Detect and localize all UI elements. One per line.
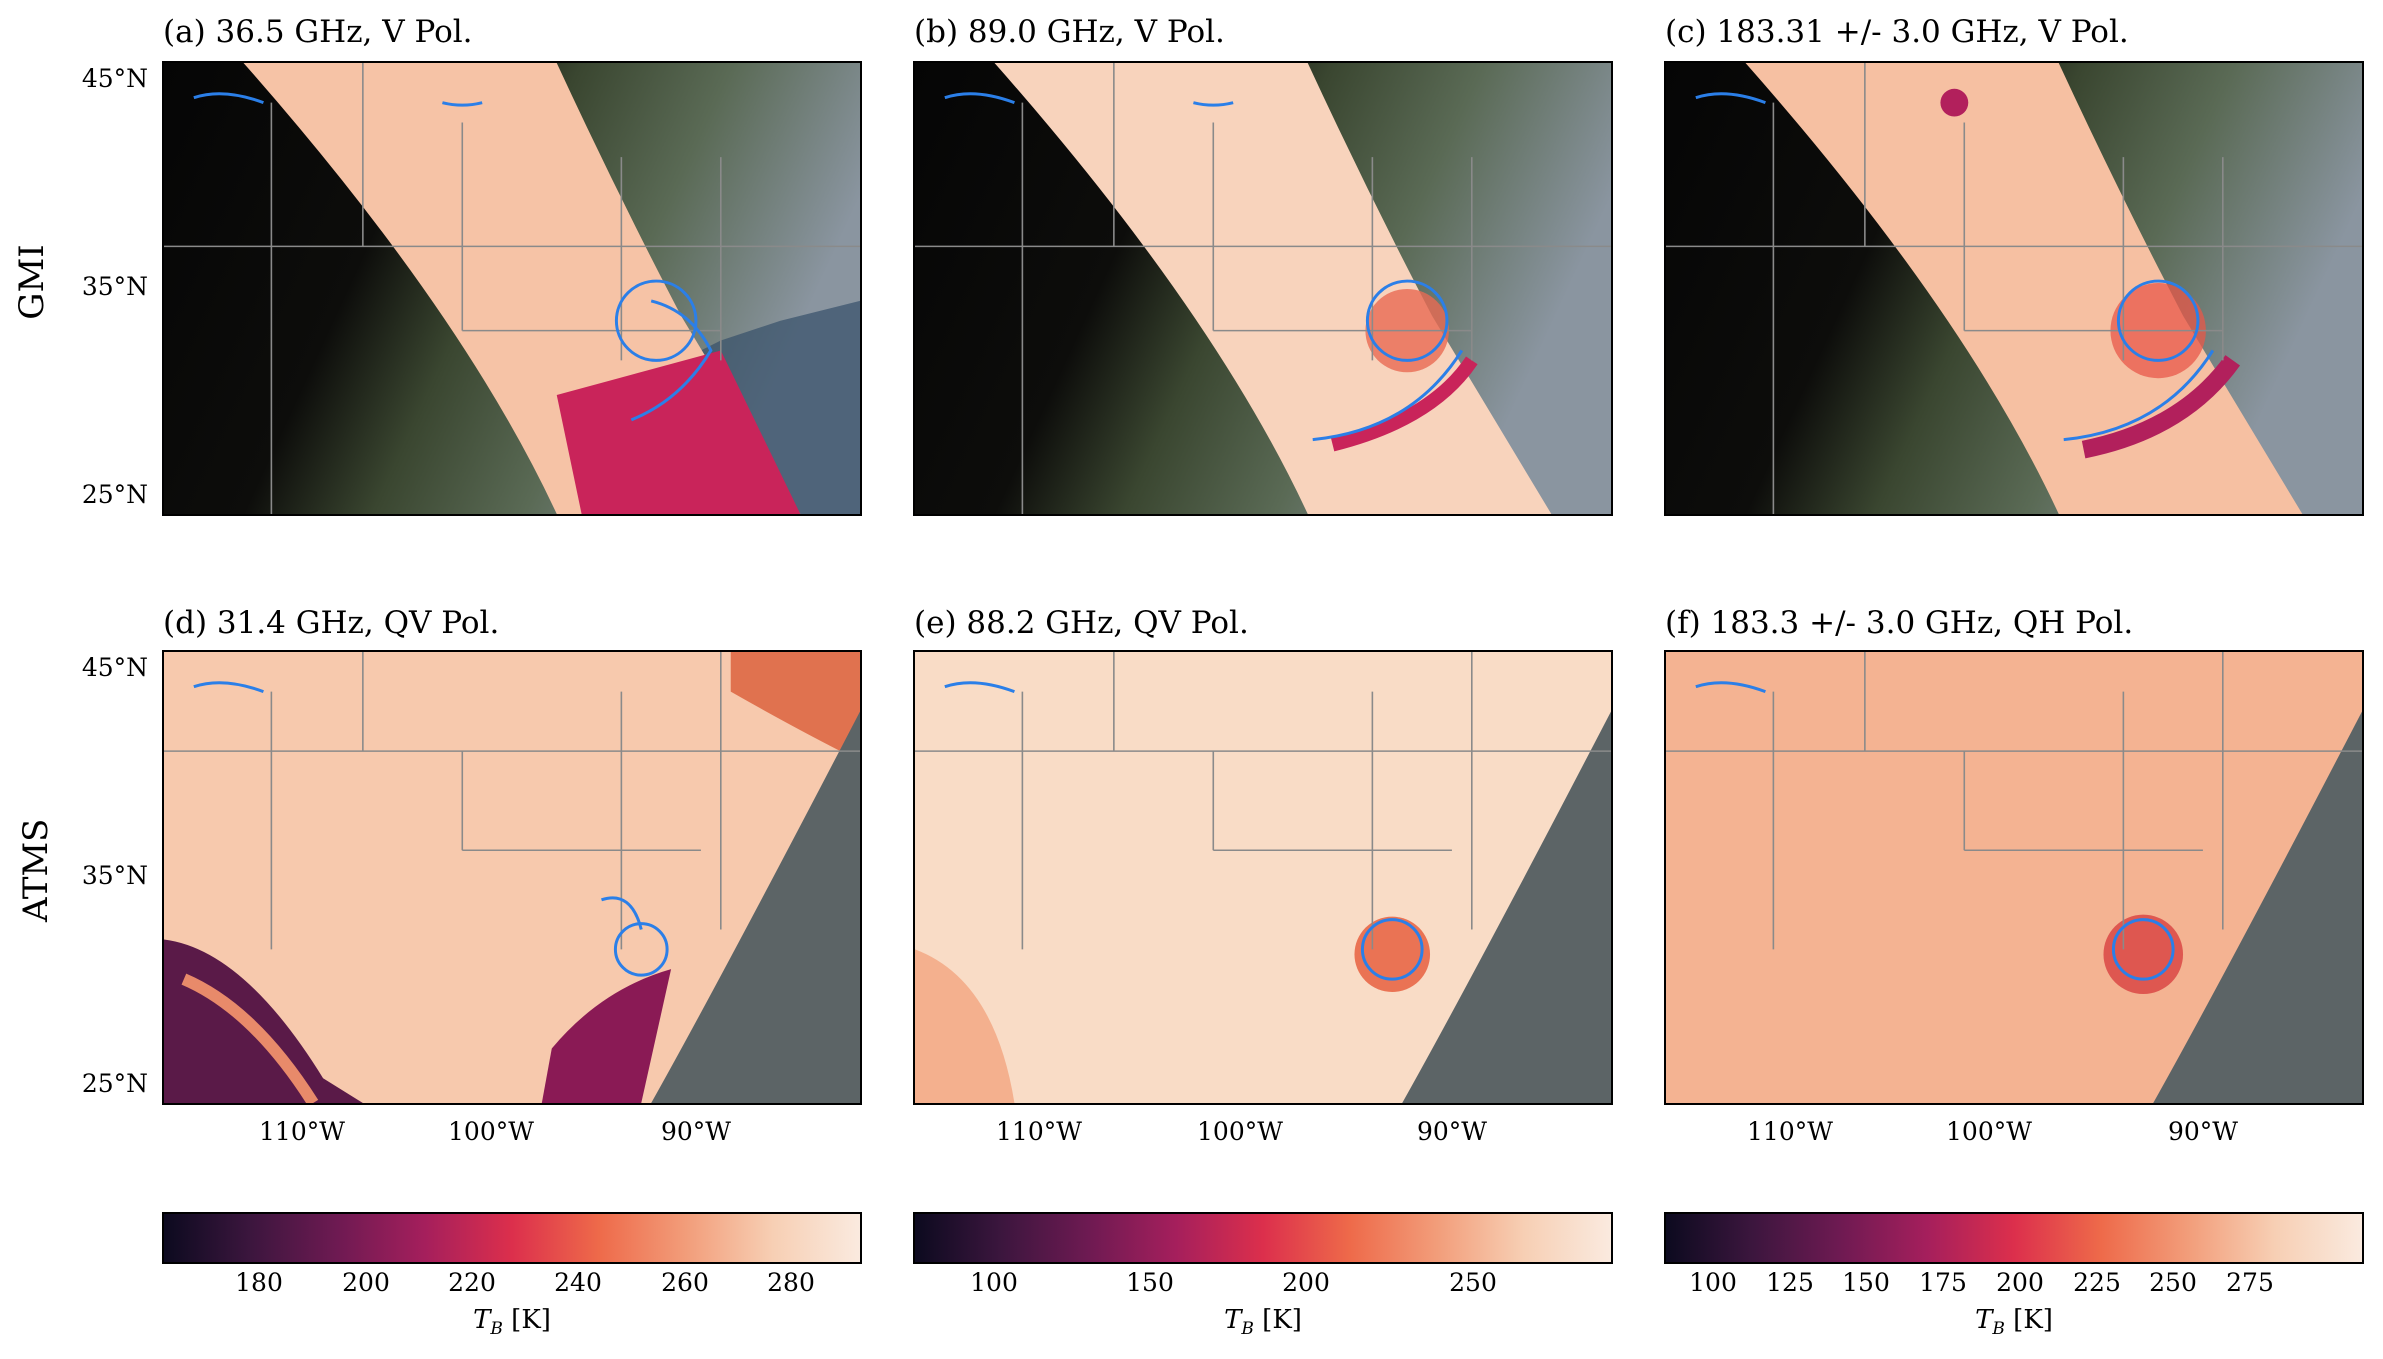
- colorbar-2-tick: 250: [1449, 1268, 1497, 1297]
- lat-label-35n-bottom: 35°N: [81, 861, 148, 890]
- colorbar-3-tick: 125: [1766, 1268, 1814, 1297]
- lat-label-25n-top: 25°N: [81, 480, 148, 509]
- colorbar-1-tick: 220: [448, 1268, 496, 1297]
- colorbar-2-tick: 200: [1282, 1268, 1330, 1297]
- panel-title-d: (d) 31.4 GHz, QV Pol.: [163, 605, 500, 641]
- colorbar-2-tick: 150: [1126, 1268, 1174, 1297]
- map-b: [915, 63, 1611, 514]
- map-panel-e: [913, 650, 1613, 1105]
- colorbar-3-tick: 150: [1842, 1268, 1890, 1297]
- panel-title-f: (f) 183.3 +/- 3.0 GHz, QH Pol.: [1665, 605, 2134, 641]
- map-f: [1666, 652, 2362, 1103]
- colorbar-1: [162, 1212, 862, 1264]
- colorbar-1-tick: 200: [342, 1268, 390, 1297]
- colorbar-3-tick: 200: [1996, 1268, 2044, 1297]
- colorbar-1-tick: 280: [767, 1268, 815, 1297]
- lat-label-25n-bottom: 25°N: [81, 1069, 148, 1098]
- lat-label-45n-top: 45°N: [81, 64, 148, 93]
- lon-label-100w-d: 100°W: [448, 1117, 534, 1146]
- panel-title-a: (a) 36.5 GHz, V Pol.: [163, 14, 473, 50]
- colorbar-1-tick: 180: [235, 1268, 283, 1297]
- map-panel-a: [162, 61, 862, 516]
- colorbar-2: [913, 1212, 1613, 1264]
- colorbar-3: [1664, 1212, 2364, 1264]
- colorbar-3-label: TB [K]: [1975, 1305, 2053, 1340]
- colorbar-3-tick: 250: [2149, 1268, 2197, 1297]
- lat-label-45n-bottom: 45°N: [81, 653, 148, 682]
- map-e: [915, 652, 1611, 1103]
- lon-label-90w-e: 90°W: [1416, 1117, 1487, 1146]
- panel-title-b: (b) 89.0 GHz, V Pol.: [914, 14, 1225, 50]
- lon-label-100w-e: 100°W: [1197, 1117, 1283, 1146]
- lon-label-110w-d: 110°W: [259, 1117, 345, 1146]
- colorbar-3-tick: 175: [1919, 1268, 1967, 1297]
- colorbar-2-label: TB [K]: [1224, 1305, 1302, 1340]
- colorbar-1-tick: 260: [661, 1268, 709, 1297]
- map-c: [1666, 63, 2362, 514]
- panel-title-e: (e) 88.2 GHz, QV Pol.: [914, 605, 1249, 641]
- map-panel-c: [1664, 61, 2364, 516]
- map-d: [164, 652, 860, 1103]
- colorbar-2-tick: 100: [970, 1268, 1018, 1297]
- lon-label-100w-f: 100°W: [1946, 1117, 2032, 1146]
- panel-title-c: (c) 183.31 +/- 3.0 GHz, V Pol.: [1665, 14, 2129, 50]
- colorbar-3-tick: 225: [2073, 1268, 2121, 1297]
- map-panel-b: [913, 61, 1613, 516]
- map-panel-f: [1664, 650, 2364, 1105]
- lat-label-35n-top: 35°N: [81, 272, 148, 301]
- map-a: [164, 63, 860, 514]
- lon-label-110w-e: 110°W: [996, 1117, 1082, 1146]
- colorbar-3-tick: 100: [1689, 1268, 1737, 1297]
- colorbar-1-label: TB [K]: [473, 1305, 551, 1340]
- lon-label-110w-f: 110°W: [1747, 1117, 1833, 1146]
- row-label-gmi: GMI: [12, 244, 52, 320]
- colorbar-1-tick: 240: [554, 1268, 602, 1297]
- lon-label-90w-f: 90°W: [2167, 1117, 2238, 1146]
- lon-label-90w-d: 90°W: [660, 1117, 731, 1146]
- map-panel-d: [162, 650, 862, 1105]
- colorbar-3-tick: 275: [2226, 1268, 2274, 1297]
